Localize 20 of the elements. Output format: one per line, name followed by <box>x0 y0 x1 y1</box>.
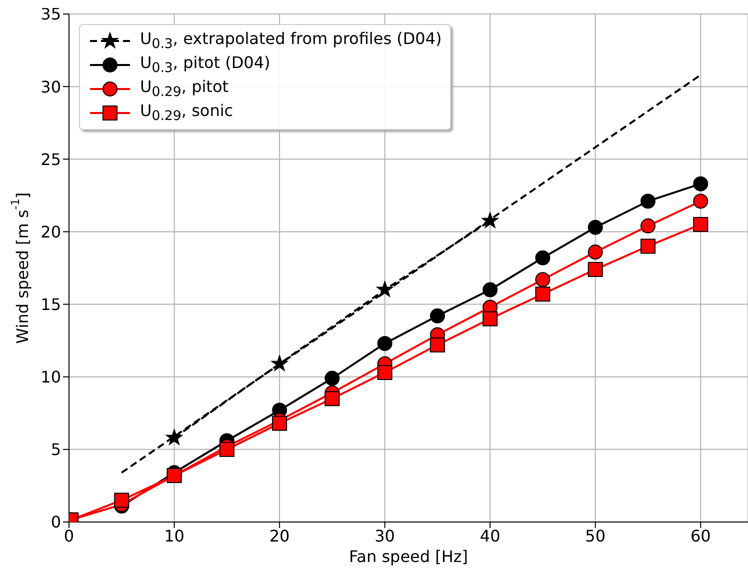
y-tick-label: 25 <box>40 150 61 169</box>
x-axis-title: Fan speed [Hz] <box>348 547 468 566</box>
x-tick-label: 30 <box>374 526 395 546</box>
x-tick-label: 40 <box>480 526 500 546</box>
legend-label: U$_{0.29}$, pitot <box>140 77 229 101</box>
y-tick-label: 15 <box>40 294 61 314</box>
x-tick-label: 60 <box>690 526 711 546</box>
x-tick-label: 20 <box>269 526 290 546</box>
y-tick-label: 10 <box>40 368 61 387</box>
legend-label: U$_{0.29}$, sonic <box>140 101 234 125</box>
legend-label: U$_{0.3}$, pitot (D04) <box>140 53 270 77</box>
x-tick-label: 10 <box>164 526 184 546</box>
y-tick-label: 5 <box>50 440 61 460</box>
y-tick-label: 35 <box>40 4 61 24</box>
y-tick-label: 30 <box>40 77 61 96</box>
y-tick-label: 0 <box>50 512 61 532</box>
x-tick-label: 0 <box>64 526 74 546</box>
legend-label: U$_{0.3}$, extrapolated from profiles (D04) <box>140 29 442 53</box>
x-tick-label: 50 <box>585 526 606 546</box>
y-tick-label: 20 <box>40 222 61 242</box>
